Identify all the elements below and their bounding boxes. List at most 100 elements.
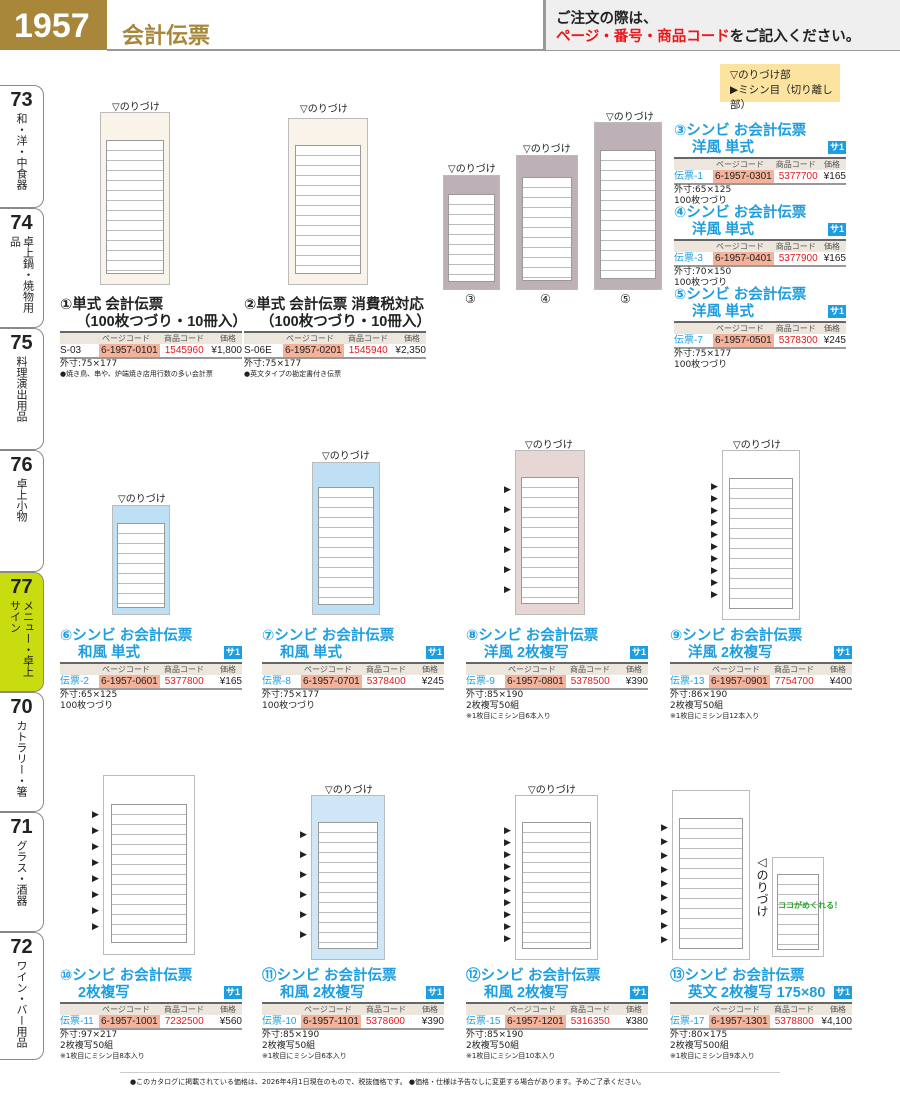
table-header: ページコード 商品コード 価格	[262, 662, 444, 675]
perforation-arrow-icon: ▶	[92, 842, 99, 853]
spec-note: 100枚つづり	[674, 360, 728, 370]
form-image	[515, 795, 598, 960]
product-code: 5378500	[570, 676, 610, 687]
spec-note: 2枚複写50組	[60, 1041, 114, 1051]
perforation-arrow-icon: ▶	[661, 934, 668, 945]
spec-note: 外寸:97×217	[60, 1030, 118, 1040]
product-subtitle: （100枚つづり・10冊入）	[260, 313, 431, 330]
spec-note: 100枚つづり	[60, 701, 114, 711]
price: ¥165	[219, 676, 242, 687]
col-price: 価格	[830, 665, 846, 674]
price: ¥400	[829, 676, 852, 687]
product-subtitle: 洋風 単式	[692, 303, 755, 320]
col-price: 価格	[824, 324, 840, 333]
col-page-code: ページコード	[716, 324, 764, 333]
product-subtitle: 洋風 単式	[692, 139, 755, 156]
product-title: ⑥シンビ お会計伝票	[60, 628, 193, 644]
col-product-code: 商品コード	[775, 160, 816, 169]
perforation-arrow-icon: ▶	[92, 890, 99, 901]
col-page-code: ページコード	[304, 665, 352, 674]
glue-label: ▽のりづけ	[118, 494, 166, 505]
sidebar-tab-73[interactable]: 73 和・洋・中食器	[0, 85, 44, 208]
col-page-code: ページコード	[304, 1005, 352, 1014]
remark-note: ●英文タイプの勘定書付き伝票	[244, 370, 342, 378]
sidebar-tab-74[interactable]: 74 卓上鍋・焼物用品	[0, 208, 44, 328]
size-badge: サ1	[827, 305, 846, 319]
glue-label: ▽のりづけ	[448, 164, 496, 175]
tab-label: カトラリー・箸	[15, 720, 28, 797]
form-lines	[448, 194, 495, 283]
product-code: 1545940	[348, 345, 388, 356]
glue-label: ▽のりづけ	[733, 440, 781, 451]
product-subtitle-line: （100枚つづり・10冊入）	[244, 314, 431, 331]
perforation-arrow-icon: ▶	[504, 933, 511, 944]
perforation-arrows: ▶ ▶ ▶ ▶ ▶ ▶ ▶ ▶	[92, 807, 99, 935]
form-image	[722, 450, 800, 620]
item-code: 伝票-2	[60, 676, 89, 687]
perforation-arrows: ▶ ▶ ▶ ▶ ▶ ▶	[300, 825, 307, 945]
page-code: 6-1957-0101	[99, 344, 160, 357]
spec-note: 2枚複写50組	[262, 1041, 316, 1051]
perforation-arrow-icon: ▶	[504, 484, 511, 495]
product-subtitle: 和風 単式	[78, 644, 141, 661]
spec-note: 2枚複写500組	[670, 1041, 729, 1051]
table-row: S-03 6-1957-0101 1545960 ¥1,800	[60, 344, 242, 359]
product-subtitle-line: （100枚つづり・10冊入）	[60, 314, 247, 331]
perforation-arrows: ▶ ▶ ▶ ▶ ▶ ▶ ▶ ▶ ▶ ▶	[504, 825, 511, 945]
glue-label: ▽のりづけ	[325, 785, 373, 796]
sidebar-tab-72[interactable]: 72 ワイン・バー用品	[0, 932, 44, 1060]
table-row: 伝票-13 6-1957-0901 7754700 ¥400	[670, 675, 852, 690]
form-image	[594, 122, 662, 290]
tab-number: 73	[10, 89, 33, 111]
col-product-code: 商品コード	[164, 665, 204, 674]
form-image	[112, 505, 170, 615]
product-title: ②単式 会計伝票 消費税対応	[244, 297, 424, 313]
col-page-code: ページコード	[712, 665, 760, 674]
item-code: 伝票-7	[674, 335, 703, 346]
product-subtitle: 洋風 2枚複写	[688, 644, 773, 661]
spec-note: 外寸:80×175	[670, 1030, 728, 1040]
sidebar-tab-75[interactable]: 75 料理演出用品	[0, 328, 44, 450]
perforation-arrow-icon: ▶	[711, 553, 718, 564]
tab-number: 75	[10, 332, 33, 354]
sidebar-tab-77[interactable]: 77 メニュー・卓上サイン	[0, 572, 44, 692]
page-code: 6-1957-0801	[505, 675, 566, 688]
perforation-arrow-icon: ▶	[92, 810, 99, 821]
product-8: ⑧シンビ お会計伝票 洋風 2枚複写 サ1 ページコード 商品コード 価格 伝票-9 6-19…	[466, 628, 648, 721]
perforation-arrow-icon: ▶	[661, 892, 668, 903]
perforation-arrow-icon: ▶	[661, 864, 668, 875]
image-label: ④	[540, 292, 551, 306]
perforation-arrow-icon: ▶	[300, 869, 307, 880]
item-code: S-06E	[244, 345, 272, 356]
sidebar-tab-71[interactable]: 71 グラス・酒器	[0, 812, 44, 932]
page-code: 6-1957-0501	[713, 334, 774, 347]
remark-note: ※1枚目にミシン目9本入り	[670, 1052, 755, 1060]
footer-divider	[120, 1072, 780, 1073]
col-price: 価格	[830, 1005, 846, 1014]
product-subtitle: 和風 2枚複写	[280, 984, 365, 1001]
sidebar-tab-76[interactable]: 76 卓上小物	[0, 450, 44, 572]
product-9: ⑨シンビ お会計伝票 洋風 2枚複写 サ1 ページコード 商品コード 価格 伝票-13 6-1…	[670, 628, 852, 721]
form-image	[443, 175, 500, 290]
form-lines	[679, 817, 743, 949]
col-page-code: ページコード	[716, 160, 764, 169]
remark-note: ※1枚目にミシン目6本入り	[466, 712, 551, 720]
col-product-code: 商品コード	[570, 665, 610, 674]
sidebar-tab-70[interactable]: 70 カトラリー・箸	[0, 692, 44, 812]
footer-note: ●このカタログに掲載されている価格は、2026年4月1日現在のもので、税抜価格で…	[130, 1078, 646, 1086]
col-page-code: ページコード	[286, 334, 334, 343]
table-header: ページコード 商品コード 価格	[674, 239, 846, 252]
item-code: 伝票-17	[670, 1016, 705, 1027]
table-row: 伝票-11 6-1957-1001 7232500 ¥560	[60, 1015, 242, 1030]
table-row: 伝票-15 6-1957-1201 5316350 ¥380	[466, 1015, 648, 1030]
peel-text: ココがめくれる！	[778, 901, 842, 910]
product-code: 7232500	[164, 1016, 204, 1027]
perforation-arrow-icon: ▶	[300, 889, 307, 900]
page-code: 6-1957-1201	[505, 1015, 566, 1028]
notice-line1: ご注文の際は、	[556, 11, 658, 27]
product-subtitle-line: 和風 2枚複写 サ1	[262, 985, 444, 1002]
spec-note: 外寸:86×190	[670, 690, 728, 700]
product-code: 5378600	[365, 1016, 405, 1027]
size-badge: サ1	[833, 986, 852, 1000]
product-title: ⑦シンビ お会計伝票	[262, 628, 395, 644]
